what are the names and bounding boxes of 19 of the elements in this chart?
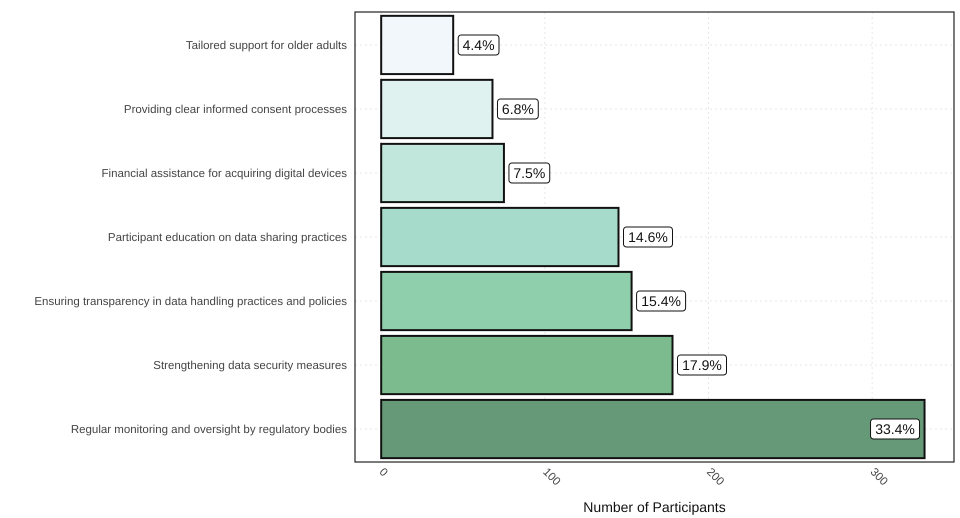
annotation: 33.4% <box>875 421 915 438</box>
x-tick-label: 300 <box>868 466 890 488</box>
annotation: 17.9% <box>682 357 722 374</box>
x-tick-label: 100 <box>540 466 562 488</box>
y-tick-label: Regular monitoring and oversight by regulatory bodies <box>70 424 348 436</box>
x-tick-label: 0 <box>376 466 390 480</box>
x-tick-label: 200 <box>704 466 726 488</box>
annotation: 7.5% <box>513 164 546 181</box>
annotation: 6.8% <box>502 100 534 117</box>
y-tick-label: Participant education on data sharing practices <box>108 232 348 244</box>
x-axis-title: Number of Participants <box>583 499 726 515</box>
y-tick-label: Providing clear informed consent processes <box>124 104 348 116</box>
y-tick-label: Strengthening data security measures <box>153 360 348 372</box>
y-tick-label: Ensuring transparency in data handling practices and policies <box>34 296 348 308</box>
annotation: 14.6% <box>628 229 668 245</box>
y-tick-label: Tailored support for older adults <box>186 40 348 52</box>
y-tick-label: Financial assistance for acquiring digital devices <box>102 168 348 180</box>
annotation: 4.4% <box>462 36 495 53</box>
annotation: 15.4% <box>641 293 681 310</box>
